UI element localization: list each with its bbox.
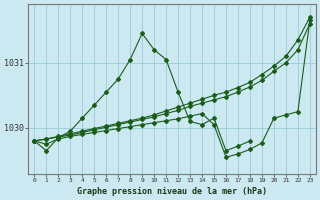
X-axis label: Graphe pression niveau de la mer (hPa): Graphe pression niveau de la mer (hPa) xyxy=(77,187,267,196)
